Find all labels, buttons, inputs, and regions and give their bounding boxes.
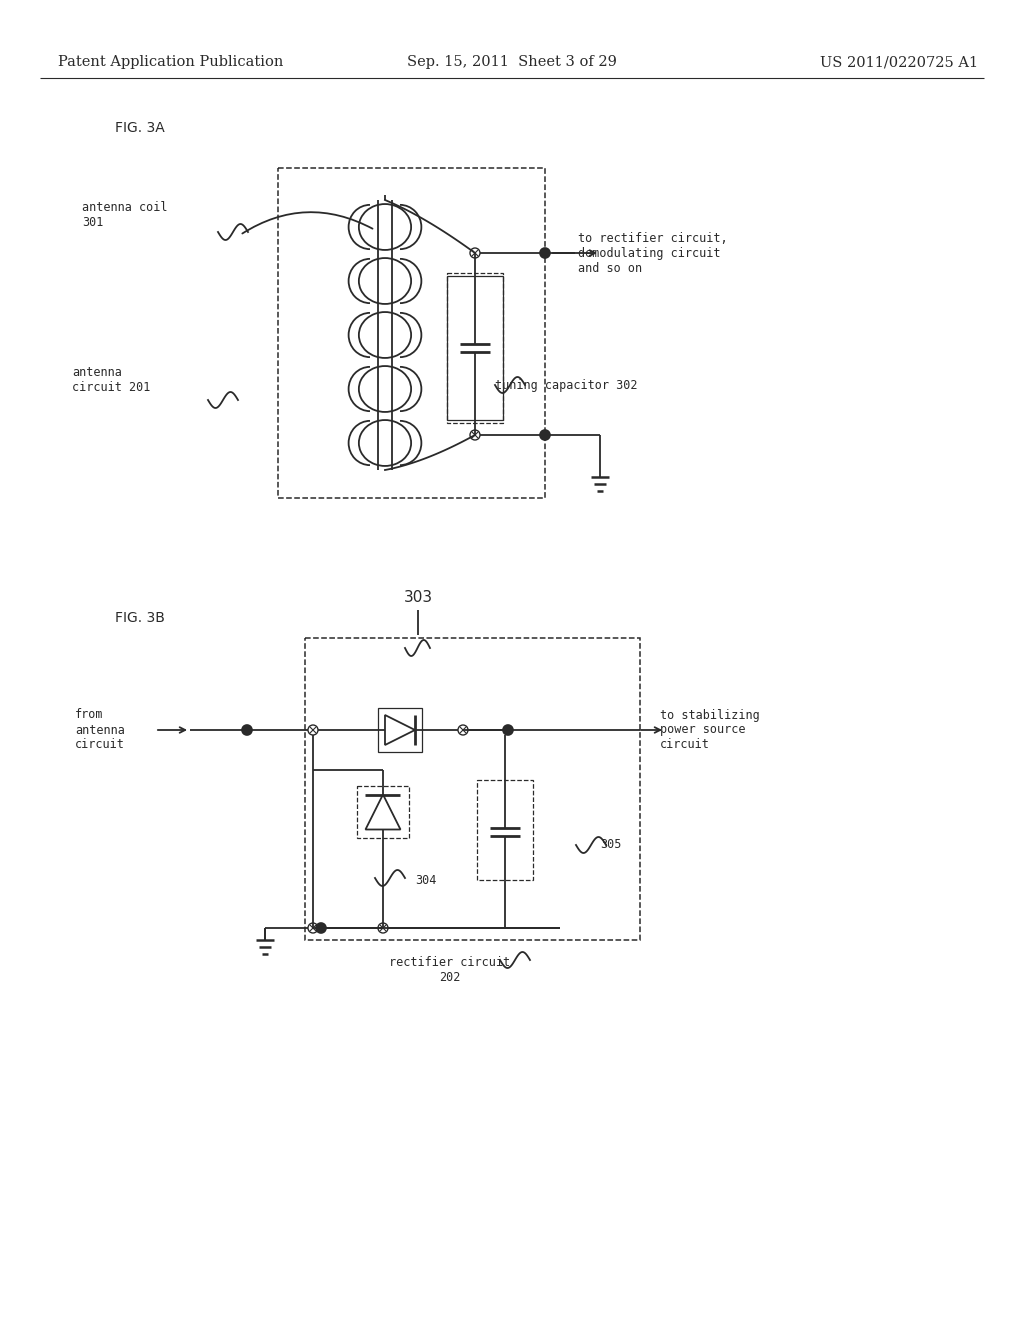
Circle shape: [242, 725, 252, 735]
Text: Patent Application Publication: Patent Application Publication: [58, 55, 284, 69]
Circle shape: [503, 725, 513, 735]
Bar: [278, 168, 545, 498]
Bar: [305, 638, 640, 940]
Text: to rectifier circuit,
demodulating circuit
and so on: to rectifier circuit, demodulating circu…: [578, 231, 728, 275]
Text: 304: 304: [415, 874, 436, 887]
Circle shape: [316, 923, 326, 933]
Circle shape: [540, 248, 550, 257]
Bar: [447, 276, 503, 420]
Circle shape: [540, 430, 550, 440]
Text: to stabilizing
power source
circuit: to stabilizing power source circuit: [660, 709, 760, 751]
Bar: [357, 785, 409, 838]
Text: 303: 303: [403, 590, 432, 606]
Text: tuning capacitor 302: tuning capacitor 302: [495, 379, 638, 392]
Bar: [378, 708, 422, 752]
Bar: [447, 273, 503, 422]
Text: from
antenna
circuit: from antenna circuit: [75, 709, 125, 751]
Bar: [477, 780, 532, 880]
Text: antenna coil
301: antenna coil 301: [82, 201, 168, 228]
Text: rectifier circuit
202: rectifier circuit 202: [389, 956, 511, 983]
Text: antenna
circuit 201: antenna circuit 201: [72, 366, 151, 393]
Text: 305: 305: [600, 838, 622, 851]
Text: Sep. 15, 2011  Sheet 3 of 29: Sep. 15, 2011 Sheet 3 of 29: [408, 55, 616, 69]
Text: US 2011/0220725 A1: US 2011/0220725 A1: [820, 55, 978, 69]
Text: FIG. 3A: FIG. 3A: [115, 121, 165, 135]
Text: FIG. 3B: FIG. 3B: [115, 611, 165, 624]
